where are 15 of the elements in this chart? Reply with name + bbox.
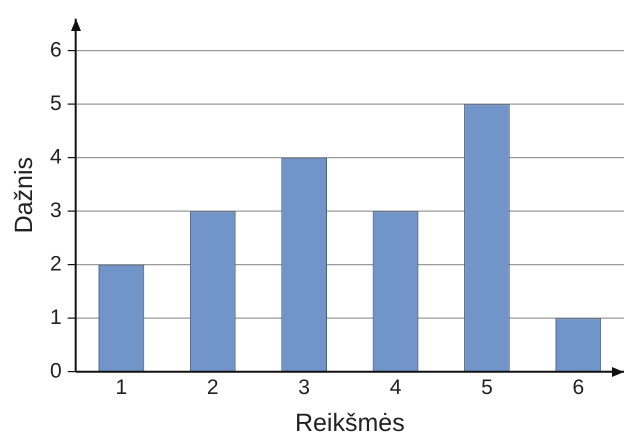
y-tick-label: 3: [50, 199, 62, 222]
x-axis-title: Reikšmės: [294, 408, 405, 437]
x-tick-label: 4: [390, 376, 402, 400]
y-tick-label: 4: [50, 146, 62, 169]
x-tick-label: 2: [206, 376, 219, 400]
y-tick-label: 5: [50, 92, 62, 116]
y-tick-label: 2: [50, 252, 62, 276]
y-axis-title: Dažnis: [10, 156, 38, 234]
y-tick-label: 6: [50, 38, 62, 62]
x-tick-label: 1: [116, 376, 128, 400]
x-tick-label: 5: [481, 376, 493, 400]
x-tick-label: 6: [572, 376, 584, 400]
y-tick-label: 0: [50, 360, 62, 383]
y-tick-label: 1: [50, 306, 62, 330]
x-tick-label: 3: [298, 376, 310, 400]
